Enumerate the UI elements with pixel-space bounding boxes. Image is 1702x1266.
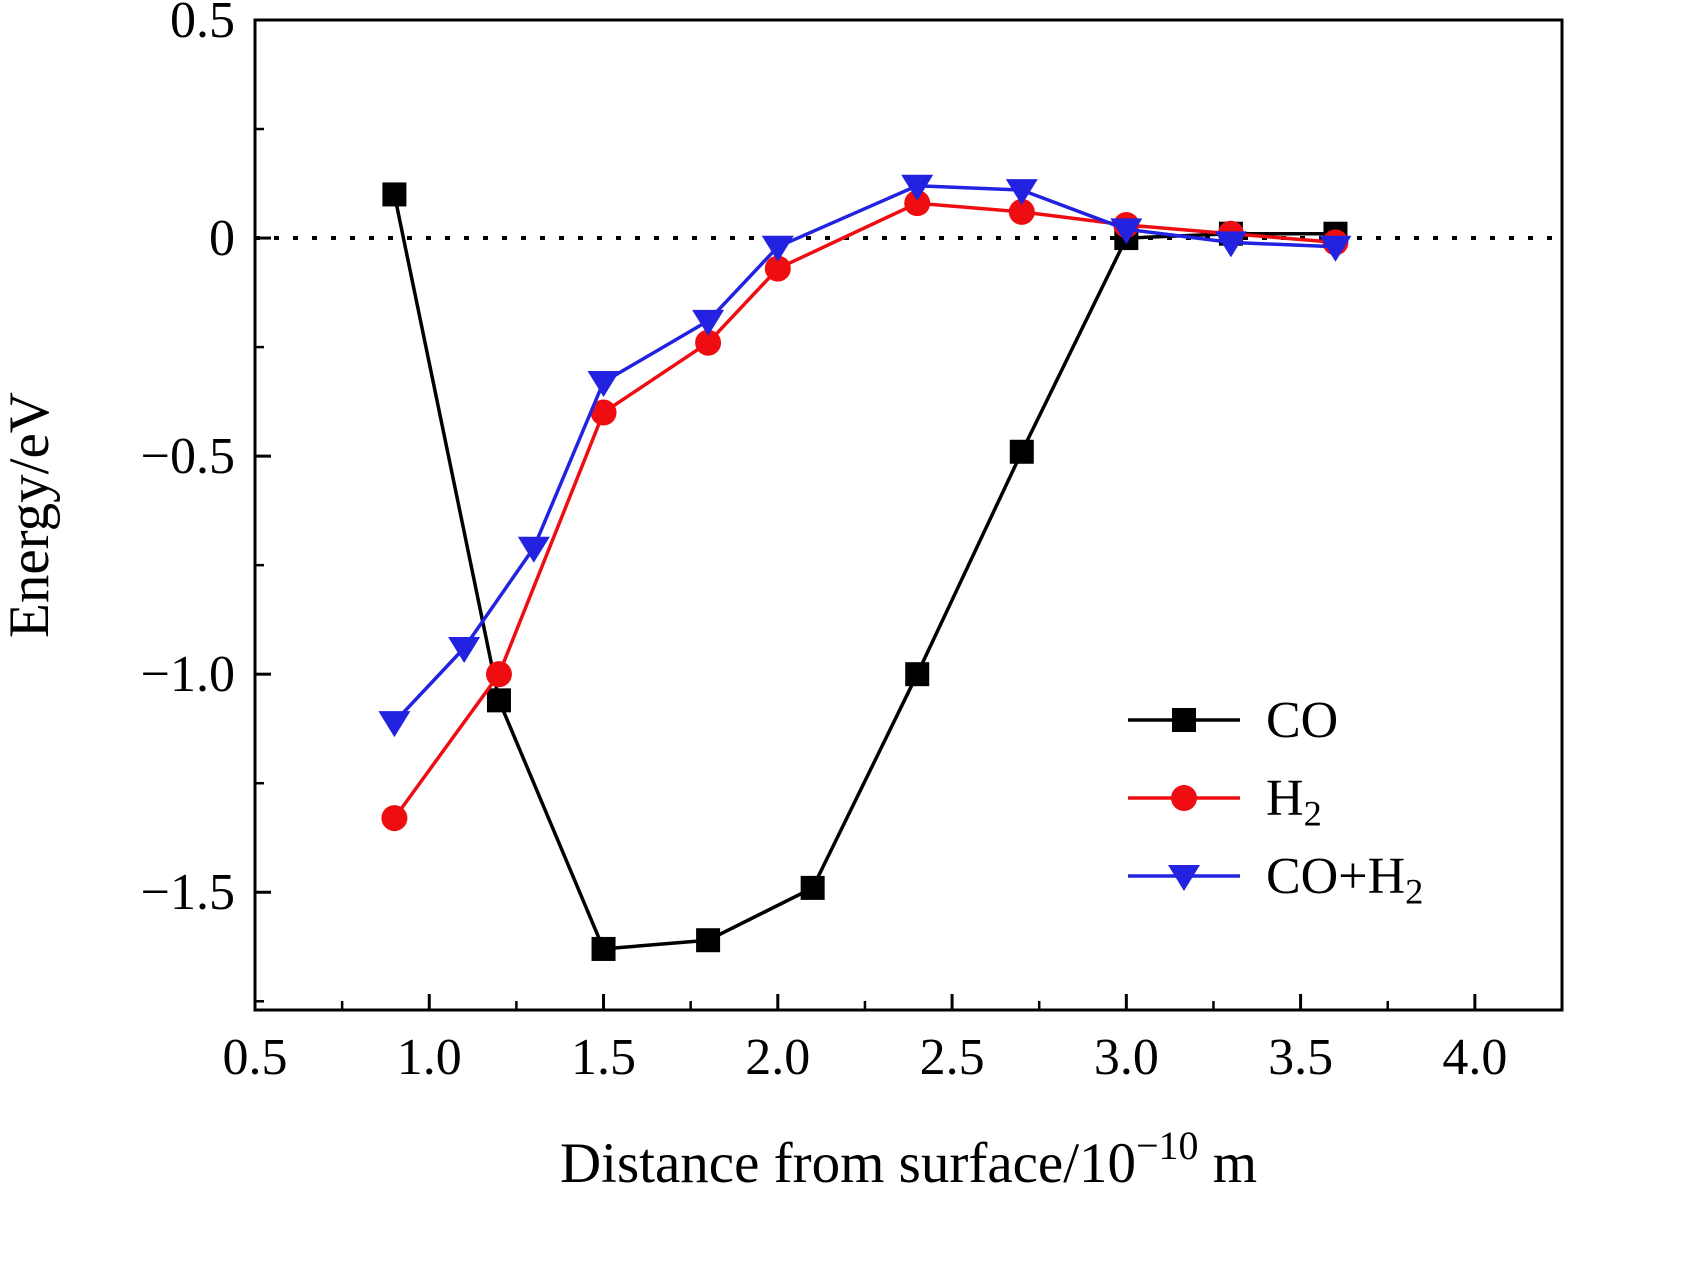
legend-entry-H2: H2 [1128, 770, 1322, 833]
legend-entry-CO: CO [1128, 692, 1338, 749]
data-point-triangle [1319, 235, 1352, 262]
data-point-square [486, 688, 511, 713]
data-point-circle [904, 190, 931, 217]
data-point-circle [764, 255, 791, 282]
data-point-triangle [378, 711, 411, 738]
y-tick-label: −1.0 [141, 646, 235, 703]
plot-frame [253, 18, 1564, 1012]
data-point-square [382, 182, 407, 207]
y-tick-label: 0.5 [170, 0, 235, 49]
series-CO [382, 182, 1348, 961]
x-axis-title: Distance from surface/10−10 m [560, 1123, 1257, 1195]
data-point-triangle [1214, 231, 1247, 258]
x-tick-label: 0.5 [223, 1029, 288, 1086]
data-point-circle [590, 399, 617, 426]
series-line [392, 201, 1336, 820]
data-point-triangle [761, 235, 794, 262]
data-point-circle [381, 805, 408, 832]
series-CO_H2 [378, 174, 1352, 738]
series-line [393, 183, 1336, 724]
data-point-triangle [901, 174, 934, 201]
series-line [392, 194, 1336, 951]
data-point-triangle [517, 536, 550, 563]
data-point-circle [1008, 198, 1035, 225]
data-point-square [905, 662, 930, 687]
x-tick-label: 4.0 [1442, 1029, 1507, 1086]
legend-entry-CO_H2: CO+H2 [1128, 848, 1423, 911]
data-point-square [591, 936, 616, 961]
y-axis: 0.5 0 −0.5 −1.0 −1.5 [141, 0, 271, 1003]
data-point-square [1172, 708, 1196, 732]
legend-label: H2 [1266, 770, 1322, 833]
y-tick-label: −0.5 [141, 428, 235, 485]
legend: CO H2 CO+H2 [1128, 692, 1423, 911]
data-point-triangle [692, 309, 725, 336]
x-axis: 0.5 1.0 1.5 2.0 2.5 3.0 3.5 4.0 [223, 994, 1507, 1086]
y-tick-label: −1.5 [141, 864, 235, 921]
data-point-square [800, 875, 825, 900]
series-H2 [381, 190, 1349, 832]
data-point-triangle [1005, 179, 1038, 206]
x-tick-label: 2.5 [920, 1029, 985, 1086]
x-tick-label: 2.0 [745, 1029, 810, 1086]
data-point-triangle [448, 637, 481, 664]
y-axis-title: Energy/eV [0, 392, 61, 638]
x-tick-label: 1.0 [397, 1029, 462, 1086]
data-point-circle [485, 661, 512, 688]
y-tick-label: 0 [209, 210, 235, 267]
data-point-triangle [587, 370, 620, 397]
data-point-triangle [1168, 865, 1200, 891]
data-point-triangle [1110, 218, 1143, 245]
data-point-square [1009, 439, 1034, 464]
x-tick-label: 3.0 [1094, 1029, 1159, 1086]
x-tick-label: 3.5 [1268, 1029, 1333, 1086]
data-point-circle [1171, 785, 1197, 811]
data-point-circle [695, 329, 722, 356]
data-point-square [696, 928, 721, 953]
x-tick-label: 1.5 [571, 1029, 636, 1086]
legend-label: CO [1266, 692, 1338, 749]
legend-label: CO+H2 [1266, 848, 1423, 911]
